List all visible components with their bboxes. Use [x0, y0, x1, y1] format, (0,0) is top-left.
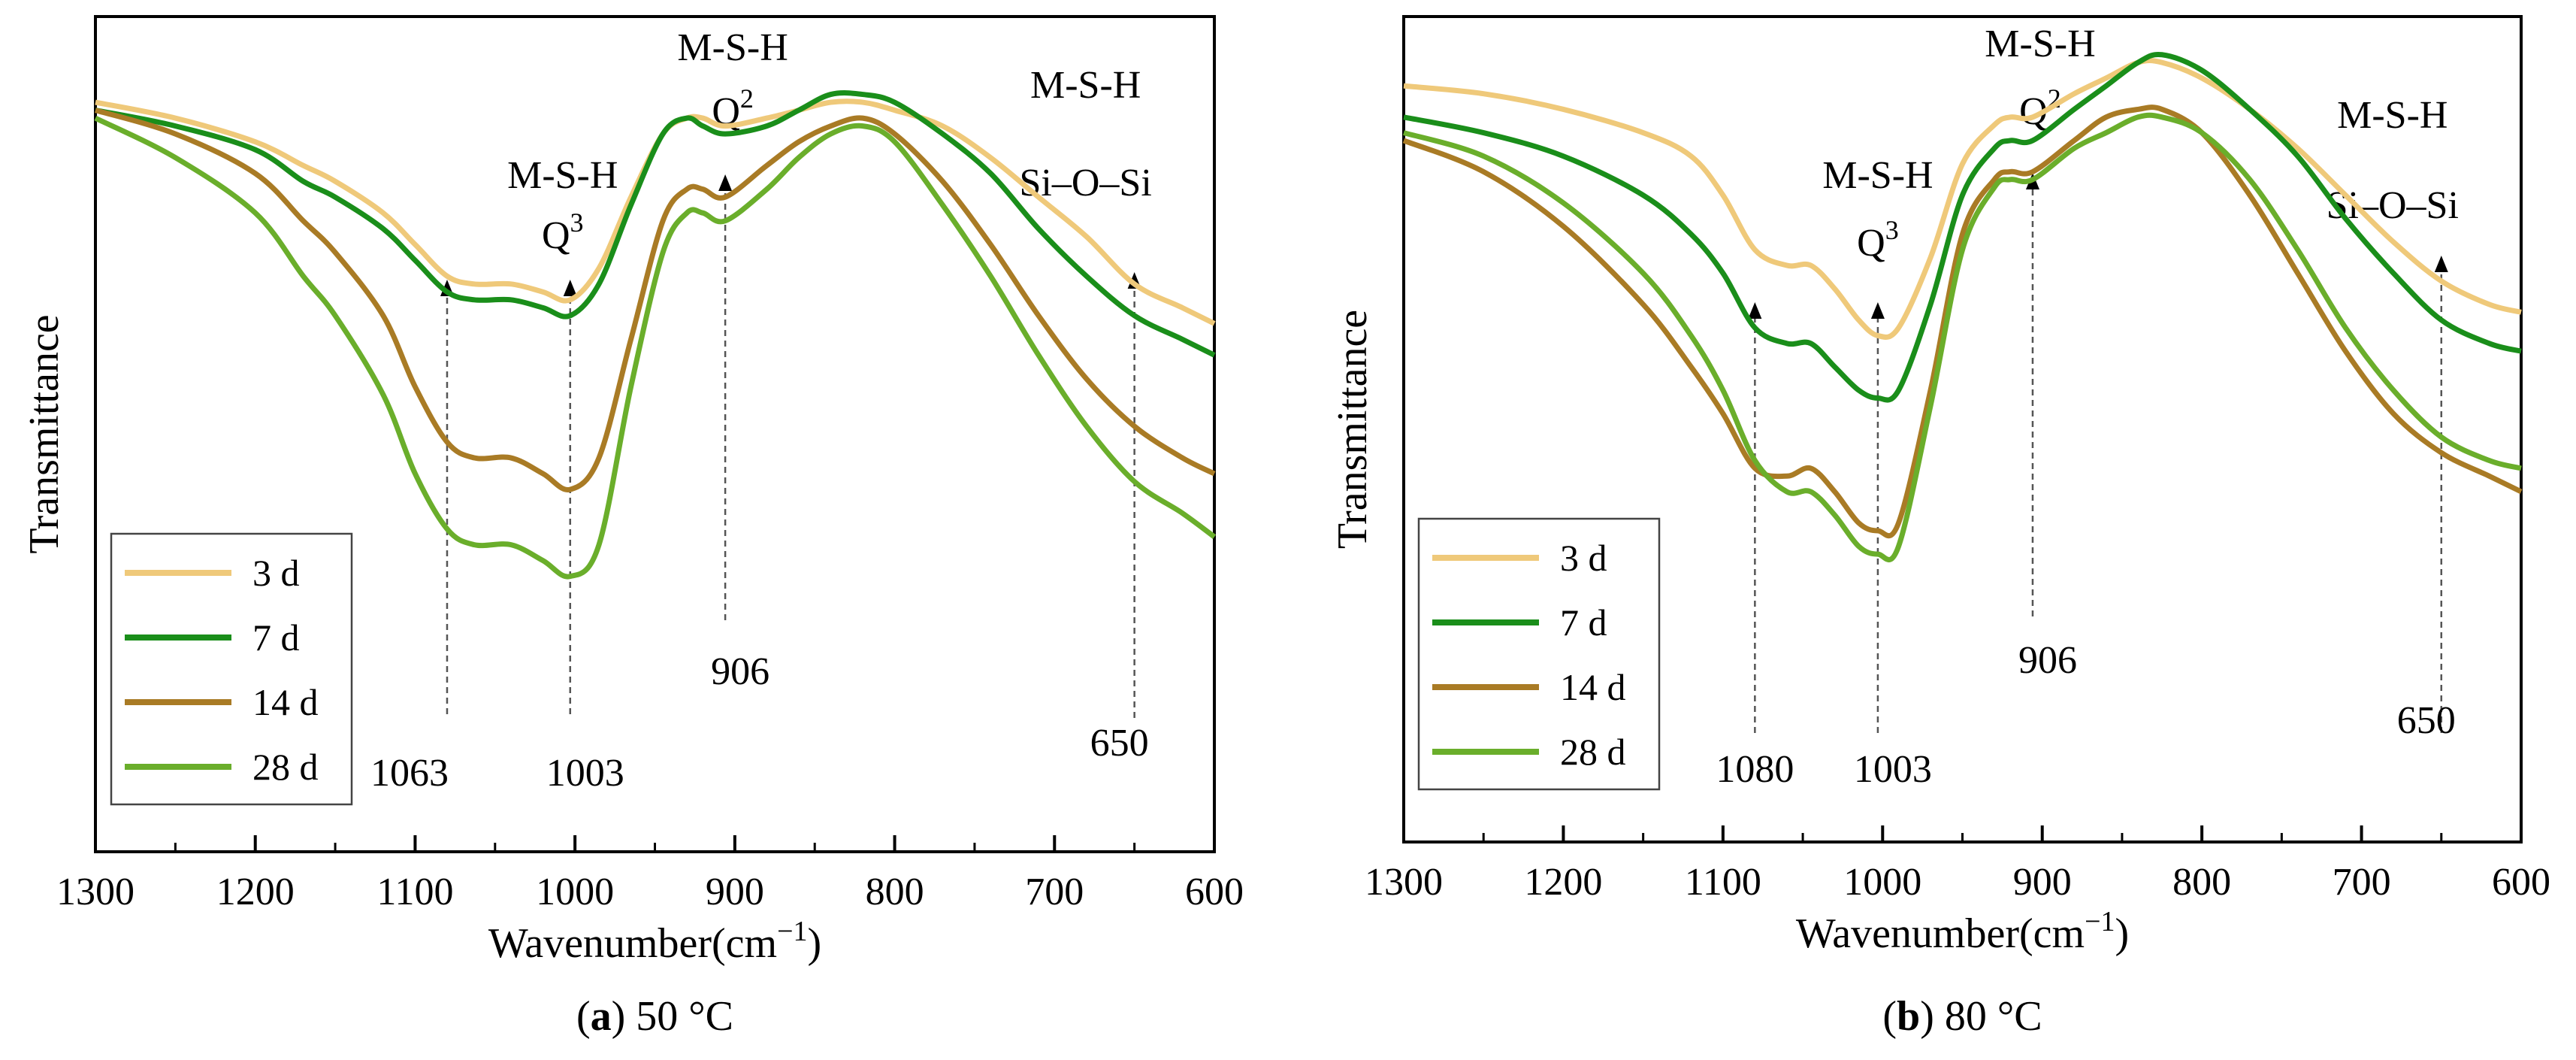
y-axis-title: Transmittance [21, 314, 68, 553]
legend-box [110, 532, 353, 806]
annotation-wavenumber: 1003 [1854, 748, 1932, 791]
annotation-bond-label: Q3 [1857, 215, 1899, 265]
legend-label: 28 d [1560, 731, 1626, 773]
annotation-bond-label: Q3 [542, 207, 584, 257]
panel-caption: (b) 80 °C [1882, 993, 2042, 1040]
x-tick-label: 800 [2172, 861, 2231, 904]
legend-label: 3 d [1560, 537, 1607, 579]
x-axis-title: Wavenumber(cm−1) [1796, 906, 2129, 957]
annotation-phase-label: M-S-H [1030, 64, 1141, 107]
x-tick-label: 1300 [56, 871, 135, 913]
x-tick-label: 900 [706, 871, 764, 913]
x-tick-label: 900 [2013, 861, 2072, 904]
chart-panel-b: 1300 1200 1100 1000 900 800 700 600 Wavenumber(c… [1329, 15, 2550, 1040]
x-axis-title: Wavenumber(cm−1) [488, 916, 821, 967]
legend-label: 7 d [252, 616, 300, 659]
annotation-wavenumber: 1063 [370, 752, 449, 795]
x-tick-label: 800 [866, 871, 924, 913]
annotation-arrowhead [1870, 302, 1885, 319]
series-line-28d [1403, 112, 2522, 562]
series-line-28d [94, 115, 1217, 580]
annotation-phase-label: M-S-H [507, 154, 618, 197]
series-line-3d [1403, 58, 2522, 340]
annotation-phase-label: M-S-H [1822, 154, 1933, 197]
x-tick-label: 1000 [536, 871, 614, 913]
annotation-wavenumber: 906 [2018, 639, 2077, 682]
annotation-arrowhead [563, 280, 577, 296]
x-tick-label: 1100 [1685, 861, 1761, 904]
x-tick-label: 1100 [376, 871, 453, 913]
series-line-7d [95, 90, 1216, 358]
x-tick-label: 600 [2492, 861, 2550, 904]
x-tick-label: 1300 [1365, 861, 1443, 904]
series-line-14d [95, 108, 1216, 492]
annotation-wavenumber: 1080 [1716, 748, 1794, 791]
legend-box [1417, 517, 1661, 791]
panel-caption: (a) 50 °C [576, 993, 733, 1040]
annotation-phase-label: M-S-H [2337, 94, 2448, 137]
annotation-wavenumber: 650 [1090, 722, 1149, 765]
annotation-arrowhead [718, 174, 733, 191]
annotation-wavenumber: 650 [2397, 699, 2456, 742]
legend-label: 3 d [252, 552, 300, 594]
x-tick-label: 1200 [216, 871, 295, 913]
y-axis-title: Transmittance [1329, 310, 1376, 549]
x-tick-label: 1200 [1524, 861, 1602, 904]
annotation-phase-label: M-S-H [677, 26, 788, 69]
chart-panel-a: 1300 1200 1100 1000 900 800 700 600 Wavenumber(c… [21, 15, 1244, 1040]
legend-label: 28 d [252, 746, 319, 788]
legend-label: 14 d [252, 681, 319, 723]
x-tick-label: 1000 [1843, 861, 1921, 904]
annotation-arrowhead [2434, 256, 2448, 272]
x-tick-label: 600 [1185, 871, 1244, 913]
annotation-wavenumber: 1003 [546, 752, 624, 795]
x-tick-label: 700 [2333, 861, 2391, 904]
series-line-14d [1402, 104, 2523, 539]
x-tick-label: 700 [1025, 871, 1084, 913]
legend-label: 7 d [1560, 601, 1607, 644]
annotation-arrowhead [1748, 302, 1762, 319]
series-line-7d [1403, 51, 2522, 403]
annotation-phase-label: M-S-H [1985, 23, 2095, 65]
annotation-wavenumber: 906 [711, 650, 769, 693]
legend-label: 14 d [1560, 666, 1626, 708]
